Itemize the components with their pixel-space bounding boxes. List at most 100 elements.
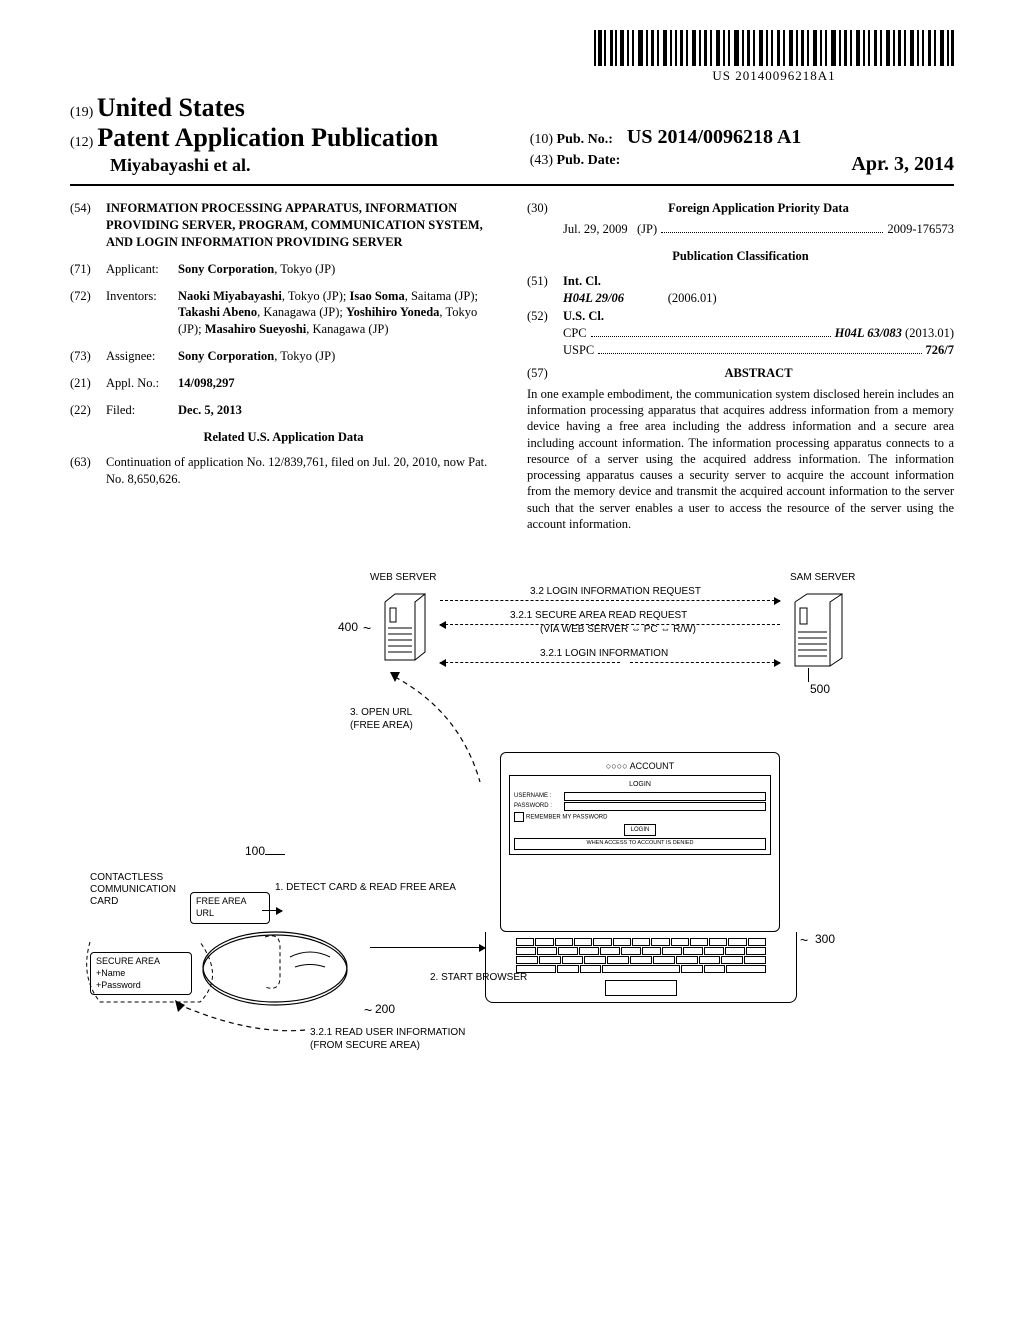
read-user-label: 3.2.1 READ USER INFORMATION xyxy=(310,1027,465,1039)
remember-checkbox xyxy=(514,812,524,822)
appl-no: 14/098,297 xyxy=(178,375,497,392)
barcode: US 20140096218A1 xyxy=(594,30,954,84)
ref-200: 200 xyxy=(375,1002,395,1016)
applicant-name: Sony Corporation xyxy=(178,262,274,276)
cpc-class: H04L 63/083 xyxy=(835,326,902,340)
label-applicant: Applicant: xyxy=(106,261,178,278)
classification-heading: Publication Classification xyxy=(527,248,954,265)
login-button: LOGIN xyxy=(624,824,657,836)
ref-100: 100 xyxy=(245,844,265,858)
right-column: (30) Foreign Application Priority Data J… xyxy=(527,200,954,532)
foreign-priority-heading: Foreign Application Priority Data xyxy=(563,200,954,217)
field-71: (71) Applicant: Sony Corporation, Tokyo … xyxy=(70,261,497,278)
field-72: (72) Inventors: Naoki Miyabayashi, Tokyo… xyxy=(70,288,497,339)
field-51: (51) Int. Cl. H04L 29/06 (2006.01) xyxy=(527,273,954,307)
username-input xyxy=(564,792,766,801)
code-10: (10) xyxy=(530,132,553,147)
code-30: (30) xyxy=(527,200,563,217)
trackpad xyxy=(605,980,677,996)
field-73: (73) Assignee: Sony Corporation, Tokyo (… xyxy=(70,348,497,365)
priority-num: 2009-176573 xyxy=(887,221,954,238)
login-heading: LOGIN xyxy=(514,780,766,790)
msg-login-request: 3.2 LOGIN INFORMATION REQUEST xyxy=(530,586,701,598)
leader-500 xyxy=(808,668,809,682)
label-applno: Appl. No.: xyxy=(106,375,178,392)
header-row: (19) United States (12) Patent Applicati… xyxy=(70,93,954,176)
ref-500: 500 xyxy=(810,682,830,696)
priority-date: Jul. 29, 2009 xyxy=(563,222,628,236)
card-label: CONTACTLESS COMMUNICATION CARD xyxy=(90,872,176,908)
arrow-login-request xyxy=(440,600,780,601)
intcl-version: (2006.01) xyxy=(668,291,717,305)
cpc-label: CPC xyxy=(563,325,587,342)
label-inventors: Inventors: xyxy=(106,288,178,339)
arrow-login-info-l xyxy=(440,662,620,663)
abstract-heading: ABSTRACT xyxy=(563,365,954,382)
filed-date: Dec. 5, 2013 xyxy=(178,402,497,419)
field-63: (63) Continuation of application No. 12/… xyxy=(70,454,497,488)
detect-label: 1. DETECT CARD & READ FREE AREA xyxy=(275,882,456,894)
applicant-loc: , Tokyo (JP) xyxy=(274,262,335,276)
sam-server-icon xyxy=(790,590,850,683)
header-rule xyxy=(70,184,954,186)
laptop-keyboard xyxy=(485,932,797,1003)
username-label: USERNAME : xyxy=(514,792,564,800)
code-21: (21) xyxy=(70,375,106,392)
continuation-text: Continuation of application No. 12/839,7… xyxy=(106,454,497,488)
barcode-text: US 20140096218A1 xyxy=(594,68,954,84)
code-63: (63) xyxy=(70,454,106,488)
msg-login-info: 3.2.1 LOGIN INFORMATION xyxy=(540,648,668,660)
uspc-label: USPC xyxy=(563,342,594,359)
publication-type: Patent Application Publication xyxy=(97,123,438,152)
priority-cc: (JP) xyxy=(637,222,657,236)
code-19: (19) xyxy=(70,105,93,120)
field-22: (22) Filed: Dec. 5, 2013 xyxy=(70,402,497,419)
country-name: United States xyxy=(97,93,245,122)
code-72: (72) xyxy=(70,288,106,339)
arrow-login-info-r xyxy=(630,662,780,663)
header-right: (10) Pub. No.: US 2014/0096218 A1 (43) P… xyxy=(530,126,954,176)
msg-secure-read: 3.2.1 SECURE AREA READ REQUEST xyxy=(510,610,687,622)
free-area-text: FREE AREA xyxy=(196,896,264,908)
authors-line: Miyabayashi et al. xyxy=(110,155,494,176)
sam-server-label: SAM SERVER xyxy=(790,572,855,584)
code-73: (73) xyxy=(70,348,106,365)
label-assignee: Assignee: xyxy=(106,348,178,365)
biblio-columns: (54) INFORMATION PROCESSING APPARATUS, I… xyxy=(70,200,954,532)
field-21: (21) Appl. No.: 14/098,297 xyxy=(70,375,497,392)
free-to-reader-arrow xyxy=(262,910,282,911)
laptop-screen: ○○○○ ACCOUNT LOGIN USERNAME : PASSWORD :… xyxy=(500,752,780,932)
barcode-area: US 20140096218A1 xyxy=(70,30,954,85)
intcl-label: Int. Cl. xyxy=(563,273,954,290)
from-secure-label: (FROM SECURE AREA) xyxy=(310,1040,420,1052)
web-server-label: WEB SERVER xyxy=(370,572,437,584)
tilde-400: ~ xyxy=(363,620,371,636)
code-43: (43) xyxy=(530,153,553,168)
laptop: ○○○○ ACCOUNT LOGIN USERNAME : PASSWORD :… xyxy=(500,752,797,1003)
code-12: (12) xyxy=(70,135,93,150)
code-57: (57) xyxy=(527,365,563,382)
pub-date-label: Pub. Date: xyxy=(557,153,621,168)
uspc-class: 726/7 xyxy=(926,342,954,359)
start-browser-arrow xyxy=(370,947,485,948)
assignee-name: Sony Corporation xyxy=(178,349,274,363)
ref-300: 300 xyxy=(815,932,835,946)
login-box: LOGIN USERNAME : PASSWORD : REMEMBER MY … xyxy=(509,775,771,855)
related-heading: Related U.S. Application Data xyxy=(70,429,497,446)
code-22: (22) xyxy=(70,402,106,419)
account-title: ○○○○ ACCOUNT xyxy=(509,761,771,771)
label-filed: Filed: xyxy=(106,402,178,419)
code-51: (51) xyxy=(527,273,563,307)
start-browser-label: 2. START BROWSER xyxy=(430,972,527,984)
code-71: (71) xyxy=(70,261,106,278)
tilde-200: ~ xyxy=(364,1002,372,1018)
url-text: URL xyxy=(196,908,264,920)
field-57: (57) ABSTRACT xyxy=(527,365,954,382)
password-input xyxy=(564,802,766,811)
read-user-arrow xyxy=(170,1000,310,1043)
code-54: (54) xyxy=(70,200,106,251)
tilde-300: ~ xyxy=(800,932,808,948)
code-52: (52) xyxy=(527,308,563,359)
field-54: (54) INFORMATION PROCESSING APPARATUS, I… xyxy=(70,200,497,251)
assignee-loc: , Tokyo (JP) xyxy=(274,349,335,363)
